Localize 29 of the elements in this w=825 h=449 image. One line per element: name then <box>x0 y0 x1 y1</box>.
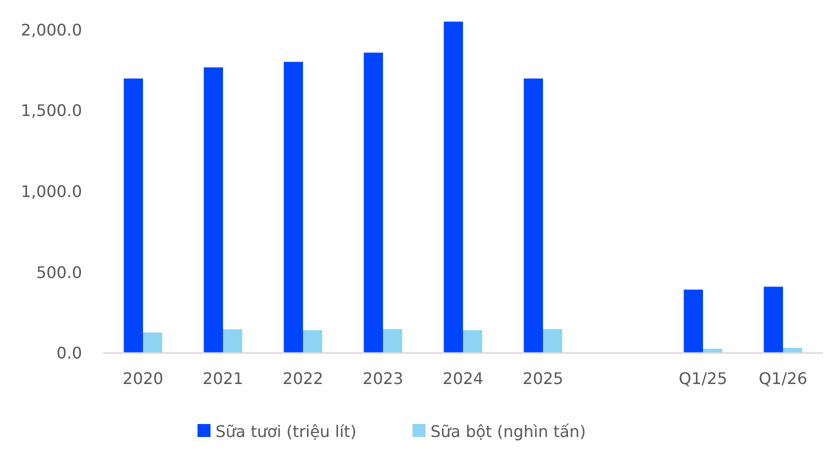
bar <box>124 78 143 353</box>
bar <box>444 22 463 353</box>
bar <box>284 62 303 353</box>
bar <box>543 329 562 353</box>
bar <box>223 329 242 353</box>
bar <box>524 78 543 353</box>
x-tick-label: 2020 <box>122 369 164 388</box>
legend-label: Sữa tươi (triệu lít) <box>216 422 356 441</box>
y-tick-label: 1,000.0 <box>20 182 82 201</box>
bar <box>764 286 783 353</box>
y-tick-label: 0.0 <box>56 344 82 363</box>
x-tick-label: 2024 <box>442 369 484 388</box>
x-tick-label: 2021 <box>202 369 244 388</box>
bar <box>303 330 322 353</box>
x-tick-label: 2022 <box>282 369 324 388</box>
x-tick-label: 2025 <box>522 369 564 388</box>
legend-label: Sữa bột (nghìn tấn) <box>430 422 586 441</box>
x-tick-label: 2023 <box>362 369 404 388</box>
bar <box>143 332 162 353</box>
x-tick-label: Q1/25 <box>678 369 728 388</box>
y-tick-label: 2,000.0 <box>20 20 82 40</box>
bar <box>204 67 223 353</box>
y-tick-label: 1,500.0 <box>20 101 82 120</box>
y-tick-label: 500.0 <box>36 262 82 282</box>
bar <box>684 290 703 353</box>
bar <box>383 329 402 353</box>
bar <box>364 52 383 353</box>
x-tick-label: Q1/26 <box>758 369 808 388</box>
bar <box>463 330 482 353</box>
